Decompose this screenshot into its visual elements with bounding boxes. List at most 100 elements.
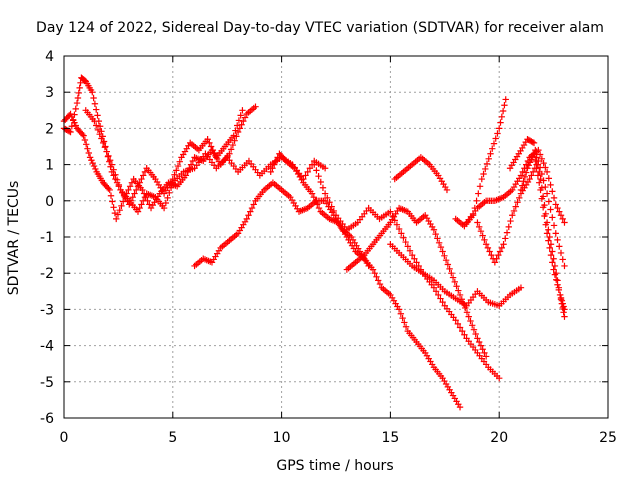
data-point [533,154,540,161]
data-point [498,244,506,252]
data-point [395,225,403,233]
data-point [108,161,116,168]
data-point [529,153,536,160]
y-tick-label: 4 [45,49,54,65]
data-point [77,79,84,86]
data-point [376,280,384,288]
data-point [111,209,119,217]
data-point [131,190,138,197]
data-point [480,170,487,178]
data-point [443,186,451,194]
data-point [321,165,329,172]
data-point [312,197,319,204]
data-point [499,107,507,115]
x-tick-label: 0 [60,430,69,446]
data-point [552,201,559,208]
data-point [105,152,112,160]
data-point [134,208,142,215]
data-point [272,157,280,165]
data-point [536,151,544,158]
data-point [398,230,405,237]
data-point [89,89,96,96]
data-point [227,146,235,153]
data-point [543,168,551,176]
data-point [545,226,552,233]
data-points [60,74,568,411]
x-axis-label: GPS time / hours [276,458,393,474]
data-point [138,201,145,208]
data-point [494,130,501,137]
data-point [171,171,178,178]
series-track-k [463,146,568,226]
data-point [400,234,407,241]
data-point [72,105,79,113]
data-point [141,168,149,176]
data-point [451,278,459,286]
x-tick-label: 15 [381,430,399,446]
data-point [114,211,122,218]
data-point [537,175,544,183]
data-point [434,235,441,242]
data-point [115,181,123,189]
data-point [176,158,183,165]
data-point [234,122,241,129]
data-point [189,157,197,165]
data-point [441,252,448,260]
data-point [247,208,254,215]
data-point [85,149,93,157]
series-track-n [517,150,568,313]
data-point [550,222,558,229]
data-point [241,114,249,121]
data-point [496,248,504,255]
data-point [302,172,309,179]
y-axis-label: SDTVAR / TECUs [6,181,22,296]
data-point [103,148,110,155]
data-point [93,106,100,113]
data-point [517,172,525,179]
data-point [116,207,123,214]
data-point [271,161,278,168]
data-point [98,135,105,142]
data-point [313,167,320,174]
data-point [533,165,540,172]
data-point [547,251,555,259]
data-point [211,150,218,157]
data-point [493,255,500,262]
data-point [75,89,82,97]
data-point [136,204,143,212]
data-point [509,212,516,219]
data-point [79,130,86,138]
data-point [556,208,563,215]
data-point [503,229,511,236]
data-point [187,161,195,168]
data-point [110,204,117,211]
data-point [446,265,453,273]
data-point [406,247,414,254]
data-point [561,219,568,226]
data-point [467,317,474,325]
data-point [315,204,323,212]
data-point [430,284,438,291]
data-point [557,294,565,302]
data-point [92,165,99,173]
data-point [479,346,486,353]
data-point [69,117,77,124]
data-point [455,287,462,294]
data-point [393,221,401,228]
data-point [206,139,213,147]
data-point [483,160,491,168]
data-point [404,243,412,250]
data-point [484,244,492,252]
data-point [118,202,125,210]
data-point [444,261,452,268]
data-point [106,186,113,194]
data-point [555,286,563,294]
data-point [554,204,561,212]
data-point [495,251,502,259]
x-tick-label: 10 [273,430,291,446]
data-point [140,172,147,179]
data-point [502,235,509,242]
data-point [109,198,116,205]
data-point [68,123,76,130]
